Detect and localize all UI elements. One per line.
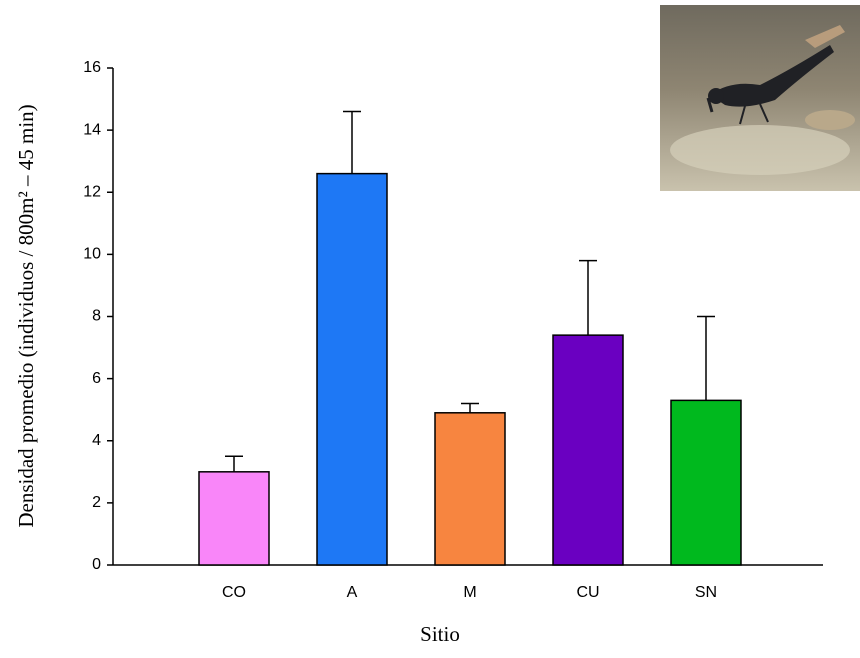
bar <box>435 413 505 565</box>
y-tick-label: 12 <box>83 183 101 200</box>
x-tick-label: CU <box>576 584 599 601</box>
x-tick-label: M <box>463 584 476 601</box>
photo-inset <box>660 5 860 191</box>
y-tick-label: 10 <box>83 246 101 263</box>
y-tick-label: 4 <box>92 432 101 449</box>
bar <box>317 174 387 565</box>
chart: Sitio Densidad promedio (individuos / 80… <box>0 0 860 653</box>
y-tick-label: 14 <box>83 121 101 138</box>
y-tick-label: 6 <box>92 370 101 387</box>
bar <box>199 472 269 565</box>
bar <box>553 335 623 565</box>
y-tick-label: 16 <box>83 59 101 76</box>
y-tick-label: 2 <box>92 494 101 511</box>
page: {"chart_data": {"type": "bar", "x_label"… <box>0 0 860 658</box>
y-axis-title: Densidad promedio (individuos / 800m² – … <box>14 104 38 527</box>
x-tick-label: SN <box>695 584 717 601</box>
bar <box>671 400 741 565</box>
y-tick-label: 0 <box>92 556 101 573</box>
x-tick-label: CO <box>222 584 246 601</box>
x-axis-title: Sitio <box>420 622 460 646</box>
x-tick-label: A <box>347 584 358 601</box>
y-tick-label: 8 <box>92 308 101 325</box>
